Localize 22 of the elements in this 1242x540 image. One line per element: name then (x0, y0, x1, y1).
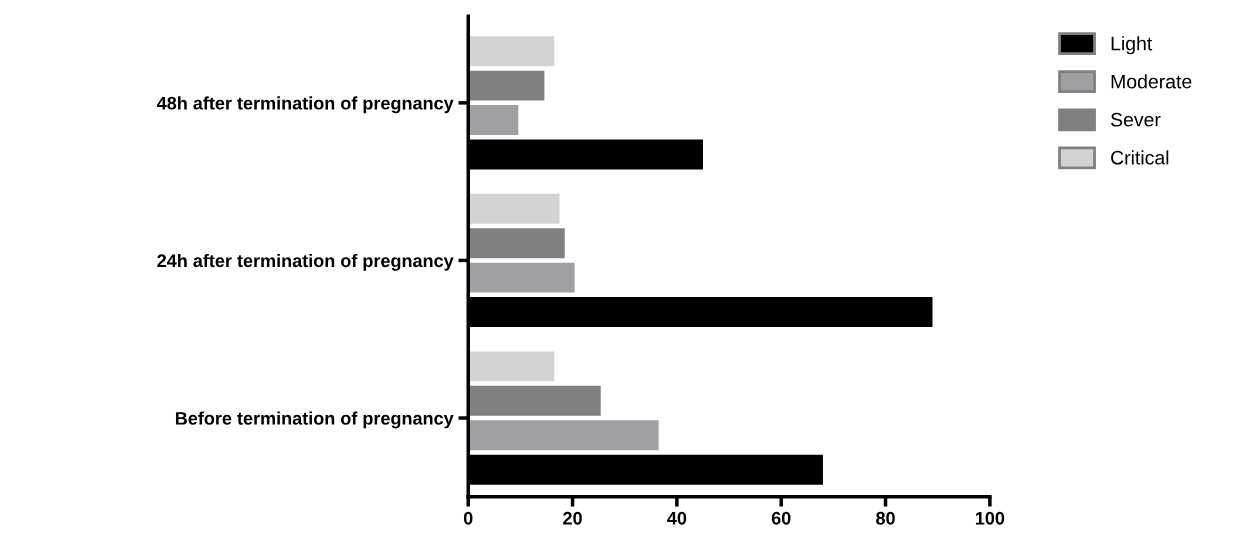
bar (468, 36, 555, 67)
bar (468, 105, 519, 136)
bar (468, 193, 560, 224)
legend-label: Moderate (1111, 74, 1192, 89)
bar (468, 351, 555, 382)
x-tick-label: 100 (975, 511, 1005, 525)
legend-label: Sever (1110, 112, 1161, 127)
x-tick-label: 20 (563, 511, 582, 525)
bar (468, 262, 575, 293)
y-tick-label: Before termination of pregnancy (175, 411, 454, 429)
bar (468, 385, 601, 416)
x-tick-label: 80 (876, 511, 895, 525)
x-tick-label: 40 (667, 511, 687, 525)
legend-label: Critical (1111, 150, 1169, 165)
x-tick-label: 0 (463, 511, 473, 525)
y-tick-label: 48h after termination of pregnancy (156, 96, 454, 114)
bar (468, 420, 659, 451)
bar (468, 70, 545, 101)
bar (468, 228, 565, 259)
y-tick-label: 24h after termination of pregnancy (157, 253, 454, 271)
x-tick-label: 60 (771, 511, 791, 525)
legend-label: Light (1111, 36, 1153, 55)
